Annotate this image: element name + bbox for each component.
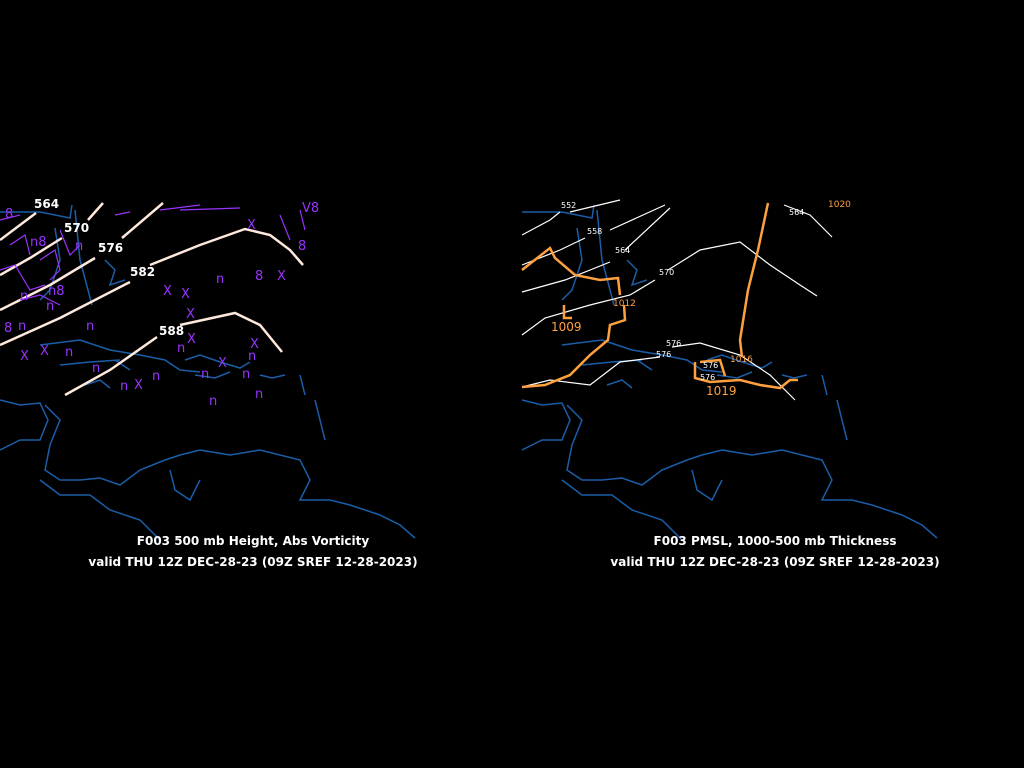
vorticity-marker: n	[18, 319, 26, 334]
vorticity-marker: n	[255, 387, 263, 402]
vorticity-marker: n	[65, 345, 73, 360]
vorticity-marker: X	[20, 349, 29, 364]
vorticity-marker: X	[187, 332, 196, 347]
pressure-label: 1016	[730, 355, 753, 365]
height-label: 564	[34, 197, 59, 211]
pressure-label: 1019	[706, 384, 737, 398]
vorticity-marker: n8	[30, 235, 47, 250]
pressure-label: 1020	[828, 200, 851, 210]
thickness-label: 558	[587, 227, 602, 236]
right-map: 552 558 564 570 576 576 564 576 576 1009 1012 1016…	[521, 199, 938, 541]
height-label: 588	[159, 324, 184, 338]
vorticity-marker: n	[209, 394, 217, 409]
thickness-labels: 552 558 564 570 576 576 564 576 576	[561, 201, 804, 382]
thickness-label: 576	[700, 373, 715, 382]
right-map-title: F003 PMSL, 1000-500 mb Thickness	[653, 534, 897, 548]
vorticity-marker: X	[40, 344, 49, 359]
pressure-label: 1012	[613, 299, 636, 309]
vorticity-marker: X	[134, 378, 143, 393]
thickness-label: 552	[561, 201, 576, 210]
height-label: 576	[98, 241, 123, 255]
vorticity-marker: n	[216, 272, 224, 287]
thickness-label: 576	[666, 339, 681, 348]
thickness-contours	[521, 199, 833, 401]
vorticity-marker: V8	[302, 201, 319, 216]
vorticity-marker: n	[201, 367, 209, 382]
vorticity-marker: n	[86, 319, 94, 334]
vorticity-marker: n	[120, 379, 128, 394]
right-map-valid-time: valid THU 12Z DEC-28-23 (09Z SREF 12-28-…	[610, 555, 940, 569]
vorticity-marker: 8	[255, 269, 263, 284]
height-contours	[0, 202, 304, 397]
thickness-label: 564	[789, 208, 804, 217]
vorticity-marker: 8	[5, 207, 13, 222]
vorticity-marker: n	[46, 299, 54, 314]
pressure-label: 1009	[551, 320, 582, 334]
vorticity-marker: 8	[298, 239, 306, 254]
vorticity-marker: X	[163, 284, 172, 299]
thickness-label: 570	[659, 268, 674, 277]
height-label: 582	[130, 265, 155, 279]
thickness-label: 576	[703, 361, 718, 370]
vorticity-marker: n	[152, 369, 160, 384]
vorticity-marker: n	[242, 367, 250, 382]
vorticity-marker: n	[177, 341, 185, 356]
coastlines	[0, 204, 416, 541]
height-label: 570	[64, 221, 89, 235]
vorticity-marker: n8	[48, 284, 65, 299]
left-map-title: F003 500 mb Height, Abs Vorticity	[136, 534, 370, 548]
vorticity-marker: n	[20, 289, 28, 304]
left-map-valid-time: valid THU 12Z DEC-28-23 (09Z SREF 12-28-…	[88, 555, 418, 569]
vorticity-marker: X	[218, 356, 227, 371]
vorticity-marker: n	[75, 239, 83, 254]
vorticity-marker: n	[92, 361, 100, 376]
pressure-labels: 1009 1012 1016 1019 1020	[551, 200, 851, 398]
vorticity-marker: X	[250, 337, 259, 352]
vorticity-marker: n	[248, 349, 256, 364]
vorticity-marker: X	[277, 269, 286, 284]
vorticity-marker: 8	[4, 321, 12, 336]
vorticity-marker: X	[181, 287, 190, 302]
height-labels: 564 570 576 582 588	[34, 197, 184, 338]
coastlines	[521, 204, 938, 541]
thickness-label: 576	[656, 350, 671, 359]
vorticity-contours	[0, 204, 306, 306]
thickness-label: 564	[615, 246, 630, 255]
pmsl-isobars	[521, 202, 798, 390]
vorticity-marker: X	[247, 218, 256, 233]
vorticity-marker: X	[186, 307, 195, 322]
